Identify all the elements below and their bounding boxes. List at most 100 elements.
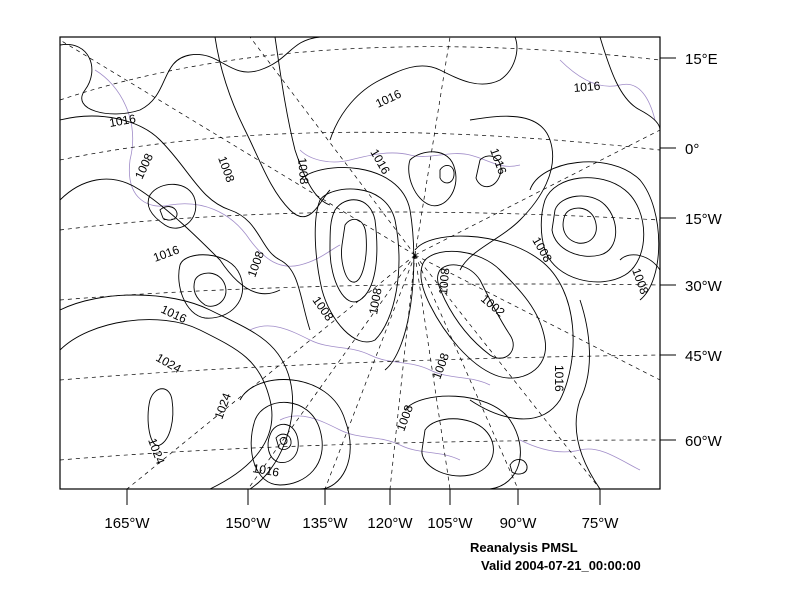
- graticule-line: [389, 254, 416, 489]
- coastline: [249, 325, 491, 386]
- contour-label: 1016: [487, 146, 509, 176]
- contour-label: 1016: [373, 87, 403, 111]
- isobar: [60, 319, 273, 489]
- graticule-line: [60, 39, 416, 256]
- isobar: [314, 188, 400, 343]
- bottom-axis: 165°W 150°W 135°W 120°W 105°W 90°W 75°W: [104, 489, 619, 532]
- isobar: [509, 459, 528, 475]
- graticule-line: [60, 46, 660, 101]
- isobar: [408, 151, 457, 207]
- isobar: [540, 177, 645, 283]
- graticule-line: [414, 254, 601, 489]
- contour-label: 1002: [478, 292, 508, 320]
- coastline: [559, 59, 656, 121]
- isobar: [575, 299, 601, 489]
- graticule-line: [249, 37, 416, 256]
- longitude-label: 120°W: [367, 515, 413, 532]
- coastline-layer: [94, 59, 656, 471]
- graticule-line: [414, 254, 519, 489]
- contour-label: 1016: [251, 461, 280, 479]
- isobar: [279, 437, 288, 445]
- isobar: [239, 379, 351, 489]
- isobar: [437, 264, 514, 359]
- longitude-label: 90°W: [500, 515, 538, 532]
- graticule-line: [60, 283, 660, 301]
- contour-label: 1008: [629, 266, 651, 296]
- isobar: [250, 401, 323, 486]
- latitude-label: 60°W: [685, 433, 723, 450]
- map-frame: [59, 36, 661, 490]
- isobar: [599, 37, 660, 131]
- graticule-line: [247, 254, 416, 489]
- longitude-label: 75°W: [582, 515, 620, 532]
- isobar: [329, 199, 378, 303]
- contour-label: 1008: [366, 286, 384, 315]
- latitude-label: 45°W: [685, 348, 723, 365]
- contour-label: 1008: [529, 235, 555, 265]
- caption-valid-time: Valid 2004-07-21_00:00:00: [481, 558, 641, 573]
- graticule-line: [126, 254, 416, 489]
- contour-label: 1008: [430, 351, 452, 381]
- contour-label: 1024: [154, 350, 184, 376]
- latitude-label: 15°W: [685, 211, 723, 228]
- isobar: [275, 433, 292, 451]
- contour-label: 1016: [108, 111, 137, 129]
- graticule-line: [414, 129, 660, 256]
- isobar: [420, 250, 546, 379]
- contour-label: 1008: [295, 157, 311, 185]
- contour-label: 1008: [215, 154, 237, 184]
- caption-title: Reanalysis PMSL: [470, 540, 578, 555]
- latitude-label: 15°E: [685, 51, 718, 68]
- contour-label: 1008: [132, 151, 156, 181]
- graticule-line: [414, 37, 451, 256]
- isobar-layer: [60, 37, 660, 489]
- contour-label: 1016: [159, 302, 189, 326]
- longitude-label: 105°W: [427, 515, 473, 532]
- isobar: [619, 254, 660, 271]
- contour-label: 1016: [552, 365, 566, 392]
- longitude-label: 150°W: [225, 515, 271, 532]
- isobar: [404, 395, 521, 489]
- isobar: [60, 294, 294, 489]
- isobar: [267, 423, 299, 463]
- contour-label: 1024: [145, 436, 167, 466]
- isobar: [421, 418, 494, 477]
- isobar: [147, 388, 174, 446]
- contour-label: 1024: [212, 391, 234, 421]
- coastline: [299, 149, 521, 167]
- isobar: [341, 218, 367, 283]
- coastline: [519, 439, 641, 471]
- isobar: [414, 235, 574, 420]
- contour-label: 1016: [151, 242, 181, 264]
- latitude-label: 30°W: [685, 278, 723, 295]
- isobar: [60, 178, 281, 295]
- contour-label: 1016: [573, 79, 601, 95]
- right-axis: 15°E 0° 15°W 30°W 45°W 60°W: [660, 51, 723, 450]
- longitude-label: 165°W: [104, 515, 150, 532]
- contour-label: 1008: [394, 403, 416, 433]
- contour-label: 1008: [310, 294, 337, 324]
- isobar: [329, 37, 518, 141]
- isobar: [60, 37, 321, 115]
- isobar: [529, 161, 660, 301]
- graticule-line: [60, 354, 660, 381]
- isobar: [475, 155, 502, 188]
- contour-label: 1016: [367, 147, 393, 177]
- longitude-label: 135°W: [302, 515, 348, 532]
- isobar: [159, 206, 178, 221]
- isobar: [193, 272, 227, 307]
- latitude-label: 0°: [685, 141, 699, 158]
- graticule-layer: [60, 37, 660, 489]
- isobar: [178, 254, 243, 319]
- isobar: [214, 37, 331, 218]
- isobar: [439, 164, 455, 184]
- isobar: [274, 37, 331, 206]
- isobar: [147, 183, 197, 229]
- coastline: [94, 69, 341, 267]
- isobar: [562, 207, 597, 244]
- isobar: [60, 115, 311, 331]
- contour-label: 1008: [436, 267, 452, 295]
- contour-label: 1008: [245, 249, 267, 279]
- isobar: [551, 195, 617, 257]
